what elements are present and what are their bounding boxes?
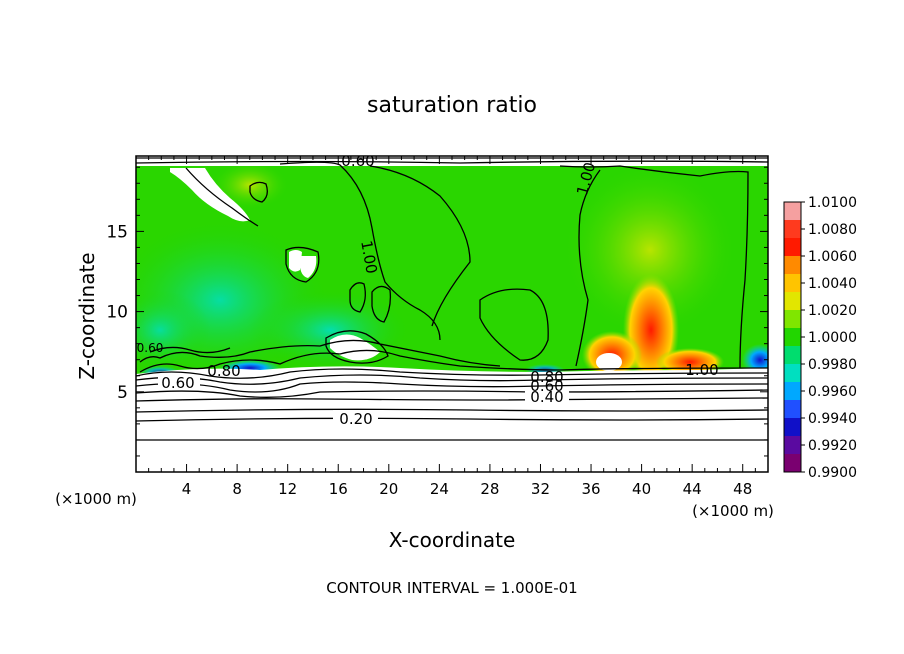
colorbar-label: 1.0000: [808, 330, 857, 346]
colorbar-label: 0.9900: [808, 465, 857, 481]
contour-interval-footer: CONTOUR INTERVAL = 1.000E-01: [326, 579, 577, 597]
field-supersat-patch: [596, 353, 622, 371]
colorbar-label: 0.9960: [808, 384, 857, 400]
contour-line: [371, 285, 392, 323]
field-warm-patch: [210, 160, 290, 210]
contour-line: [349, 282, 366, 313]
colorbar-segment: [784, 202, 801, 221]
x-tick-label: 20: [379, 480, 398, 498]
cloud-free-patch: [170, 168, 250, 222]
colorbar-segment: [784, 220, 801, 239]
colorbar-segment: [784, 436, 801, 455]
x-tick-label: 16: [329, 480, 348, 498]
colorbar-segment: [784, 382, 801, 401]
y-tick-label: 10: [106, 303, 128, 323]
y-tick-label: 5: [117, 383, 128, 403]
x-tick-label: 28: [480, 480, 499, 498]
colorbar-label: 0.9980: [808, 357, 857, 373]
contour-line: [185, 167, 259, 227]
contour-label: 0.60: [161, 374, 194, 392]
contour-line: [136, 397, 768, 402]
contour-label: 1.00: [357, 239, 381, 275]
colorbar-segment: [784, 328, 801, 347]
contour-label: 0.60: [530, 377, 563, 395]
x-tick-label: 40: [632, 480, 651, 498]
cloud-free-patch: [289, 250, 317, 278]
contour-label: 1.00: [685, 361, 718, 379]
contour-line: [479, 288, 549, 361]
plot-area: 0.20 0.40 0.60 0.80 0.60 0.80 1.00 1.00 …: [136, 152, 768, 472]
contour-line: [279, 161, 441, 341]
contour-label: 0.80: [207, 362, 240, 380]
colorbar-label: 0.9940: [808, 411, 857, 427]
colorbar-label: 1.0020: [808, 303, 857, 319]
contour-line: [139, 349, 768, 373]
colorbar-label: 0.9920: [808, 438, 857, 454]
contour-line: [136, 160, 768, 164]
contour-line: [136, 368, 768, 379]
x-tick-label: 8: [232, 480, 242, 498]
contour-line: [136, 381, 768, 393]
y-tick-label: 15: [106, 222, 128, 242]
colorbar-segment: [784, 238, 801, 257]
colorbar-segment: [784, 310, 801, 329]
contour-line: [136, 408, 768, 413]
x-tick-label: 32: [531, 480, 550, 498]
contour-label: 0.40: [530, 388, 563, 406]
x-unit-label-right: (×1000 m): [692, 502, 774, 520]
contour-line: [249, 181, 268, 203]
contour-line: [285, 246, 320, 283]
colorbar-segment: [784, 418, 801, 437]
contour-line: [575, 169, 601, 367]
x-axis: 4 8 12 16 20 24 28 32 36 40 44 48: [148, 156, 756, 498]
colorbar-label: 1.0100: [808, 195, 857, 211]
contour-line: [149, 346, 231, 354]
colorbar-segment: [784, 454, 801, 473]
colorbar-label: 1.0040: [808, 276, 857, 292]
contour-label: 0.60: [137, 341, 164, 355]
colorbar-segment: [784, 400, 801, 419]
field-cool-patch: [250, 290, 410, 370]
saturation-field: [136, 156, 768, 386]
x-unit-label-left: (×1000 m): [55, 490, 137, 508]
x-tick-label: 48: [733, 480, 752, 498]
colorbar-segment: [784, 364, 801, 383]
chart-title: saturation ratio: [367, 93, 537, 118]
colorbar-label: 1.0060: [808, 249, 857, 265]
colorbar-segment: [784, 274, 801, 293]
x-tick-label: 44: [683, 480, 702, 498]
x-tick-label: 36: [581, 480, 600, 498]
colorbar: 1.0100 1.0080 1.0060 1.0040 1.0020 1.0000 0.99…: [783, 195, 857, 481]
x-tick-label: 4: [182, 480, 192, 498]
x-axis-label: X-coordinate: [389, 528, 516, 552]
top-boundary-strip: [136, 156, 768, 166]
colorbar-segment: [784, 292, 801, 311]
contour-label: 0.20: [339, 410, 372, 428]
contour-line: [369, 165, 471, 327]
field-max-core: [656, 348, 724, 376]
contour-label: 0.80: [530, 368, 563, 386]
contour-line: [136, 417, 768, 422]
x-tick-label: 24: [430, 480, 449, 498]
contour-line: [139, 339, 501, 367]
contour-line: [136, 374, 768, 385]
y-axis: 5 10 15: [106, 166, 768, 457]
contour-line: [559, 165, 749, 369]
x-tick-label: 12: [278, 480, 297, 498]
contour-label: 0.60: [341, 152, 374, 170]
colorbar-label: 1.0080: [808, 222, 857, 238]
contour-lines: [136, 157, 768, 441]
colorbar-segment: [784, 346, 801, 365]
colorbar-segment: [784, 256, 801, 275]
y-axis-label: Z-coordinate: [75, 252, 99, 379]
contour-line: [325, 330, 389, 364]
contour-line: [136, 389, 768, 398]
field-warm-patch: [560, 160, 740, 340]
